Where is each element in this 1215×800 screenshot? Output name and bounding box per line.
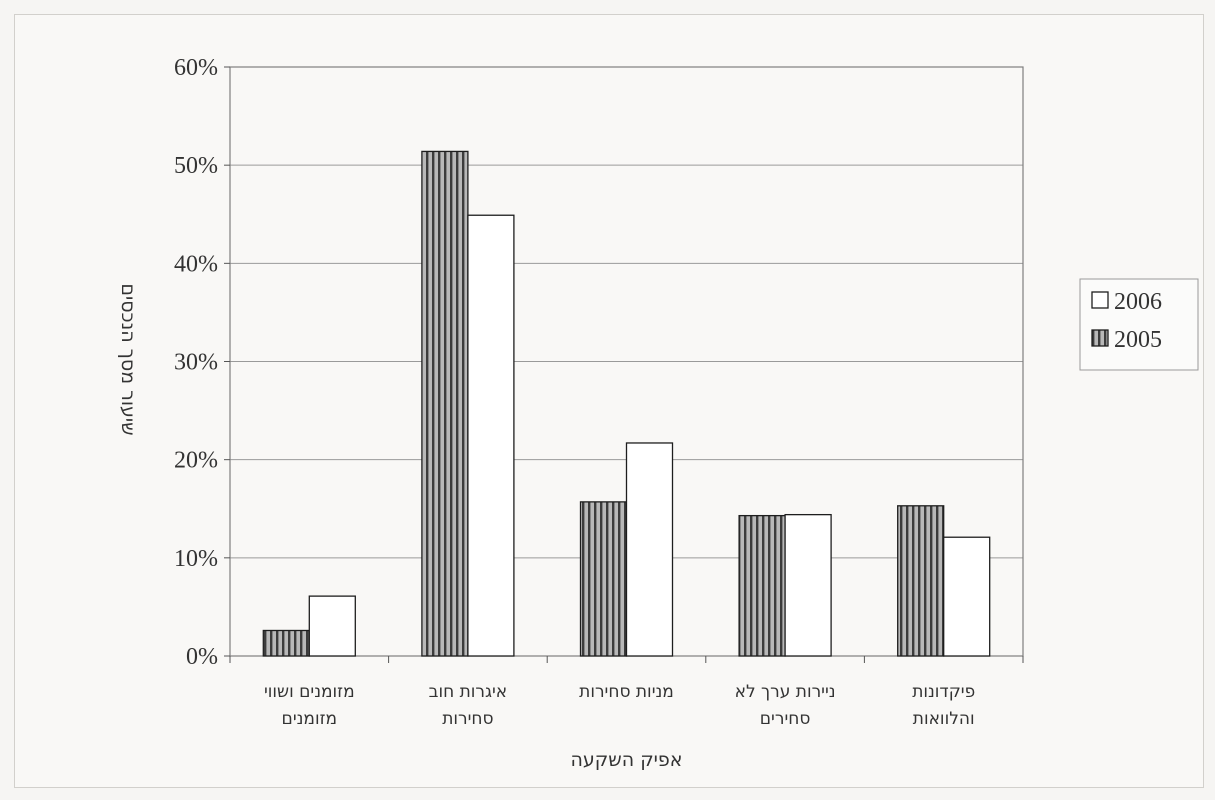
x-axis-label: אפיק השקעה — [571, 749, 683, 771]
x-tick-label: מזומנים ושווי מזומנים — [264, 682, 355, 729]
y-tick-label: 60% — [174, 55, 218, 81]
legend-swatch-2006 — [1091, 291, 1109, 309]
legend-swatch-2005 — [1091, 329, 1109, 347]
x-tick-label: ניירות ערך לא סחירים — [735, 682, 836, 729]
y-axis-label: שיעור מסך הנכסים — [117, 283, 139, 435]
bar-2006-0 — [308, 595, 356, 657]
legend-label-2005: 2005 — [1114, 327, 1162, 353]
y-tick-label: 10% — [174, 546, 218, 572]
y-tick-labels: 0% 10% 20% 30% 40% 50% 60% — [174, 55, 218, 670]
y-tick-label: 0% — [186, 644, 218, 670]
y-tick-label: 50% — [174, 153, 218, 179]
axes — [224, 66, 1024, 663]
bar-2006-2 — [625, 442, 674, 657]
x-tick-label: איגרות חוב סחירות — [429, 682, 508, 729]
bar-2005-2 — [579, 501, 628, 657]
bar-2006-4 — [943, 536, 991, 657]
y-tick-label: 30% — [174, 350, 218, 376]
y-tick-label: 20% — [174, 448, 218, 474]
x-tick-label: מניות סחירות — [579, 682, 674, 702]
chart-frame — [14, 14, 1204, 788]
bar-2005-0 — [262, 629, 310, 657]
bar-2006-3 — [784, 513, 832, 657]
x-tick-label: פיקדונות והלוואות — [912, 682, 975, 729]
x-tick-labels: מזומנים ושווי מזומנים איגרות חוב סחירות מניו… — [264, 682, 975, 729]
y-tick-label: 40% — [174, 251, 218, 277]
bar-2005-4 — [897, 505, 945, 657]
bar-2005-3 — [738, 514, 786, 657]
legend: 2006 2005 — [1079, 278, 1199, 371]
bar-2005-1 — [421, 150, 469, 657]
bars — [262, 150, 991, 657]
legend-label-2006: 2006 — [1114, 289, 1162, 315]
bar-2006-1 — [467, 214, 515, 657]
